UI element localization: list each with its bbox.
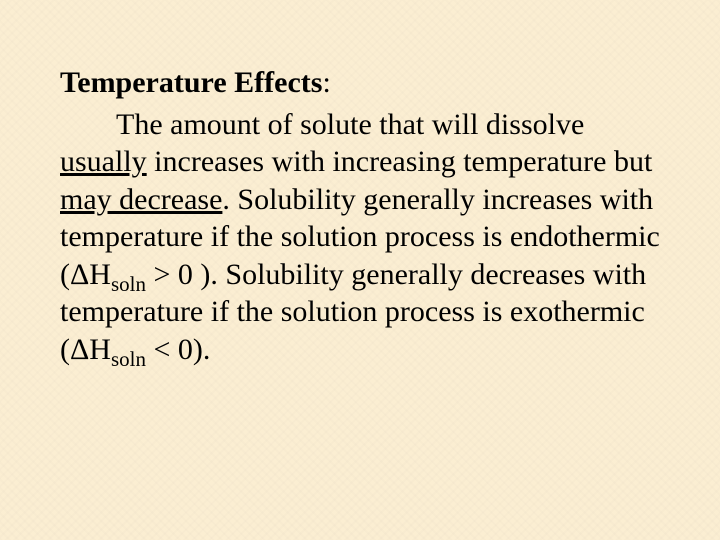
body-usually: usually — [60, 145, 147, 178]
body-seg2: increases with increasing temperature bu… — [147, 145, 653, 178]
body-soln1: soln — [111, 272, 146, 296]
heading-bold: Temperature Effects — [60, 66, 322, 99]
body-seg1: The amount of solute that will dissolve — [116, 108, 584, 141]
body-delta2: ΔH — [70, 333, 111, 366]
body-soln2: soln — [111, 347, 146, 371]
body-may-decrease: may decrease — [60, 183, 222, 216]
slide: Temperature Effects: The amount of solut… — [0, 0, 720, 540]
slide-heading: Temperature Effects: — [60, 64, 660, 102]
body-delta1: ΔH — [70, 258, 111, 291]
body-seg5: < 0). — [146, 333, 210, 366]
slide-body: The amount of solute that will dissolve … — [60, 106, 660, 369]
heading-colon: : — [322, 66, 330, 99]
